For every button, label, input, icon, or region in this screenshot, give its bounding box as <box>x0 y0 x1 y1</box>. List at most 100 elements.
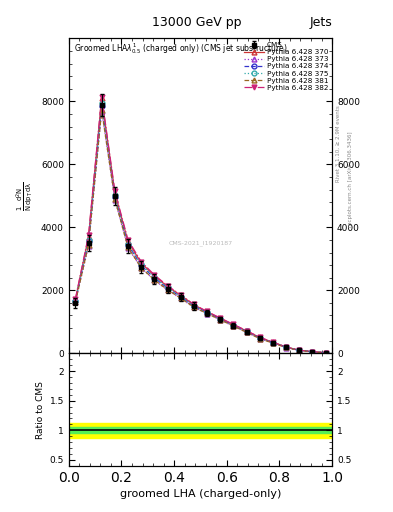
Pythia 6.428 381 <box>257 335 262 342</box>
Pythia 6.428 374 <box>244 328 249 334</box>
Pythia 6.428 382 <box>191 302 196 308</box>
Pythia 6.428 375 <box>191 303 196 309</box>
Pythia 6.428 375 <box>270 339 275 346</box>
Pythia 6.428 382 <box>323 350 328 356</box>
Pythia 6.428 375 <box>218 316 222 322</box>
Line: Pythia 6.428 382: Pythia 6.428 382 <box>73 94 328 355</box>
Text: CMS-2021_I1920187: CMS-2021_I1920187 <box>168 240 233 246</box>
Pythia 6.428 373 <box>73 299 78 305</box>
Pythia 6.428 373 <box>323 350 328 356</box>
Pythia 6.428 382 <box>270 339 275 345</box>
Pythia 6.428 375 <box>73 297 78 304</box>
Pythia 6.428 373 <box>112 197 117 203</box>
Pythia 6.428 382 <box>152 272 157 278</box>
Legend: CMS, Pythia 6.428 370, Pythia 6.428 373, Pythia 6.428 374, Pythia 6.428 375, Pyt: CMS, Pythia 6.428 370, Pythia 6.428 373,… <box>242 40 330 92</box>
Pythia 6.428 374 <box>152 275 157 281</box>
Pythia 6.428 381 <box>73 299 78 305</box>
Pythia 6.428 382 <box>178 292 183 298</box>
Pythia 6.428 370 <box>99 95 104 101</box>
Pythia 6.428 381 <box>284 345 288 351</box>
Pythia 6.428 370 <box>310 349 315 355</box>
Pythia 6.428 370 <box>112 189 117 196</box>
Pythia 6.428 374 <box>99 103 104 109</box>
Pythia 6.428 382 <box>165 283 170 289</box>
Pythia 6.428 375 <box>231 322 236 328</box>
Pythia 6.428 381 <box>126 244 130 250</box>
Pythia 6.428 373 <box>231 323 236 329</box>
Pythia 6.428 373 <box>205 311 209 317</box>
Text: Groomed LHA$\lambda^{1}_{0.5}$ (charged only) (CMS jet substructure): Groomed LHA$\lambda^{1}_{0.5}$ (charged … <box>74 41 288 56</box>
Text: 13000 GeV pp: 13000 GeV pp <box>152 16 241 29</box>
Pythia 6.428 373 <box>178 295 183 302</box>
Pythia 6.428 382 <box>73 296 78 302</box>
Pythia 6.428 370 <box>165 284 170 290</box>
Pythia 6.428 375 <box>310 349 315 355</box>
Pythia 6.428 381 <box>99 107 104 113</box>
Y-axis label: Ratio to CMS: Ratio to CMS <box>37 380 45 439</box>
Text: mcplots.cern.ch [arXiv:1306.3436]: mcplots.cern.ch [arXiv:1306.3436] <box>348 132 353 227</box>
Pythia 6.428 370 <box>178 292 183 298</box>
Pythia 6.428 370 <box>191 302 196 308</box>
Pythia 6.428 374 <box>284 344 288 350</box>
Pythia 6.428 370 <box>297 347 301 353</box>
Pythia 6.428 375 <box>112 192 117 198</box>
Pythia 6.428 373 <box>244 329 249 335</box>
Pythia 6.428 374 <box>126 242 130 248</box>
Pythia 6.428 374 <box>139 262 143 268</box>
Pythia 6.428 375 <box>284 344 288 350</box>
Y-axis label: $\mathregular{\frac{1}{N}\frac{d^{2}N}{dp_{T}\,d\lambda}}$: $\mathregular{\frac{1}{N}\frac{d^{2}N}{d… <box>15 181 35 210</box>
Pythia 6.428 373 <box>257 335 262 342</box>
Pythia 6.428 370 <box>323 350 328 356</box>
Pythia 6.428 374 <box>323 350 328 356</box>
Pythia 6.428 382 <box>297 347 301 353</box>
Pythia 6.428 375 <box>139 262 143 268</box>
Pythia 6.428 370 <box>270 339 275 345</box>
Pythia 6.428 370 <box>231 322 236 328</box>
Pythia 6.428 370 <box>205 309 209 315</box>
Pythia 6.428 374 <box>270 339 275 346</box>
Pythia 6.428 381 <box>310 349 315 355</box>
Pythia 6.428 374 <box>191 303 196 309</box>
Pythia 6.428 382 <box>99 94 104 100</box>
Pythia 6.428 373 <box>191 304 196 310</box>
Pythia 6.428 381 <box>205 310 209 316</box>
Pythia 6.428 381 <box>218 317 222 323</box>
Pythia 6.428 374 <box>178 294 183 300</box>
Pythia 6.428 373 <box>99 108 104 114</box>
Pythia 6.428 381 <box>323 350 328 356</box>
Pythia 6.428 370 <box>139 260 143 266</box>
Line: Pythia 6.428 374: Pythia 6.428 374 <box>73 103 328 355</box>
Pythia 6.428 375 <box>178 293 183 300</box>
Pythia 6.428 382 <box>310 349 315 355</box>
Pythia 6.428 374 <box>73 298 78 304</box>
Pythia 6.428 381 <box>112 196 117 202</box>
Pythia 6.428 370 <box>86 233 91 240</box>
Pythia 6.428 381 <box>86 242 91 248</box>
Pythia 6.428 375 <box>257 335 262 341</box>
Pythia 6.428 375 <box>165 284 170 290</box>
Pythia 6.428 373 <box>310 349 315 355</box>
X-axis label: groomed LHA (charged-only): groomed LHA (charged-only) <box>120 489 281 499</box>
Text: Jets: Jets <box>309 16 332 29</box>
Pythia 6.428 374 <box>231 322 236 328</box>
Pythia 6.428 374 <box>310 349 315 355</box>
Pythia 6.428 374 <box>112 194 117 200</box>
Pythia 6.428 375 <box>323 350 328 356</box>
Pythia 6.428 370 <box>218 315 222 322</box>
Pythia 6.428 375 <box>244 328 249 334</box>
Pythia 6.428 373 <box>218 317 222 323</box>
Pythia 6.428 382 <box>257 334 262 340</box>
Pythia 6.428 373 <box>139 265 143 271</box>
Pythia 6.428 373 <box>270 340 275 346</box>
Pythia 6.428 382 <box>244 328 249 334</box>
Pythia 6.428 370 <box>152 273 157 279</box>
Pythia 6.428 374 <box>257 335 262 341</box>
Pythia 6.428 382 <box>231 321 236 327</box>
Pythia 6.428 375 <box>297 347 301 353</box>
Pythia 6.428 382 <box>139 259 143 265</box>
Pythia 6.428 370 <box>126 239 130 245</box>
Line: Pythia 6.428 381: Pythia 6.428 381 <box>73 108 328 355</box>
Pythia 6.428 373 <box>284 345 288 351</box>
Pythia 6.428 381 <box>139 265 143 271</box>
Pythia 6.428 370 <box>284 344 288 350</box>
